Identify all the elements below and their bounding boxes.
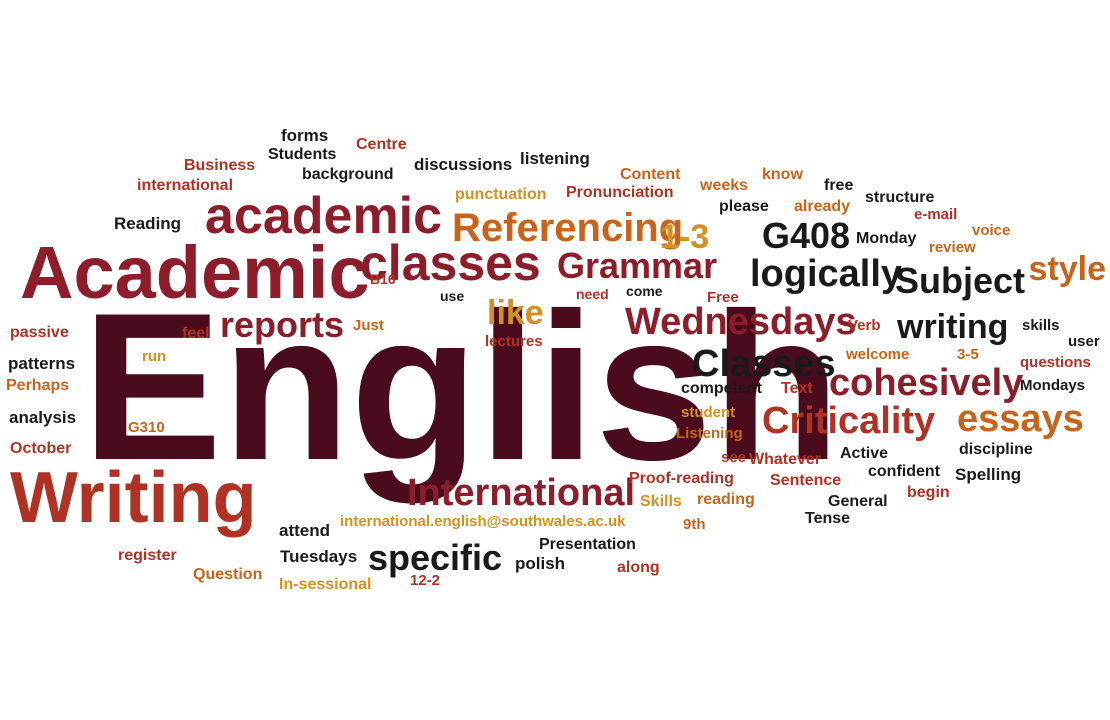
cloud-word: review [929,239,976,256]
cloud-word: Monday [856,230,917,247]
cloud-word: Free [707,289,739,306]
cloud-word: Sentence [770,472,842,489]
cloud-word: lectures [485,333,543,350]
cloud-word: Reading [114,214,182,233]
cloud-word: reports [220,304,345,345]
cloud-word: Verb [848,317,881,334]
cloud-word: student [681,404,736,421]
cloud-word: Writing [10,458,257,538]
cloud-word: skills [1022,317,1060,334]
cloud-word: listening [520,149,590,168]
cloud-word: Text [781,380,813,397]
cloud-word: 1-3 [660,218,710,256]
cloud-word: discussions [414,155,513,174]
cloud-word: Tuesdays [280,547,358,566]
cloud-word: run [142,348,167,365]
cloud-word: specific [368,537,503,578]
cloud-word: Spelling [955,465,1022,484]
cloud-word: use [440,288,465,304]
cloud-word: writing [897,308,1009,346]
cloud-word: Mondays [1020,377,1086,394]
cloud-word: register [118,547,177,564]
cloud-word: forms [281,126,329,145]
cloud-word: patterns [8,354,76,373]
cloud-word: Tense [805,510,851,527]
cloud-word: Active [840,445,889,462]
cloud-word: questions [1020,354,1091,371]
cloud-word: General [828,493,888,510]
cloud-word: International [407,472,636,514]
cloud-word: Proof-reading [629,470,734,487]
cloud-word: Grammar [557,245,718,286]
cloud-word: Whatever [749,451,822,468]
cloud-word: Just [353,317,384,334]
cloud-word: 9th [683,516,706,533]
cloud-word: Wednesdays [625,301,857,343]
cloud-word: already [794,198,851,215]
cloud-word: Presentation [539,536,636,553]
cloud-word: international [137,177,234,194]
cloud-word: international.english@southwales.ac.uk [340,513,626,530]
cloud-word: reading [697,491,755,508]
cloud-word: background [302,166,394,183]
cloud-word: Referencing [452,206,684,250]
cloud-word: G310 [128,419,165,436]
cloud-word: feel [182,325,210,342]
cloud-word: voice [972,222,1011,239]
cloud-word: user [1068,333,1100,350]
cloud-word: Business [184,157,256,174]
cloud-word: style [1028,250,1107,288]
cloud-word: Students [268,146,337,163]
cloud-word: weeks [700,177,749,194]
cloud-word: Perhaps [6,377,70,394]
cloud-word: structure [865,189,935,206]
cloud-word: discipline [959,441,1033,458]
cloud-word: logically [750,253,903,295]
cloud-word: attend [279,521,330,540]
cloud-word: polish [515,554,566,573]
cloud-word: classes [360,235,541,291]
cloud-word: 12-2 [410,572,441,589]
cloud-word: Centre [356,136,407,153]
cloud-word: begin [907,484,950,501]
cloud-word: see [721,449,747,466]
cloud-word: Criticality [762,400,936,442]
cloud-word: need [576,286,609,302]
cloud-word: passive [10,324,69,341]
cloud-word: like [487,294,544,332]
cloud-word: essays [957,398,1084,440]
cloud-word: cohesively [829,362,1024,404]
cloud-word: e-mail [914,206,958,223]
cloud-word: English [82,269,841,504]
cloud-word: G408 [762,215,851,256]
cloud-word: free [824,177,854,194]
cloud-word: Classes [692,343,836,385]
cloud-word: In-sessional [279,576,372,593]
cloud-word: please [719,198,769,215]
cloud-word: confident [868,463,940,480]
cloud-word: welcome [846,346,910,363]
cloud-word: Pronunciation [566,184,674,201]
cloud-word: Listening [676,425,743,442]
cloud-word: Skills [640,493,682,510]
cloud-word: analysis [9,408,77,427]
cloud-word: academic [205,187,443,245]
cloud-word: competent [681,380,762,397]
cloud-word: 3-5 [957,346,979,363]
cloud-word: Question [193,566,263,583]
cloud-word: Subject [895,260,1026,301]
cloud-word: Content [620,166,681,183]
cloud-word: punctuation [455,186,547,203]
cloud-word: B16 [370,271,396,287]
cloud-word: Academic [20,231,370,314]
cloud-word: come [626,283,663,299]
cloud-word: October [10,440,72,457]
cloud-word: along [617,559,660,576]
cloud-word: know [762,166,803,183]
